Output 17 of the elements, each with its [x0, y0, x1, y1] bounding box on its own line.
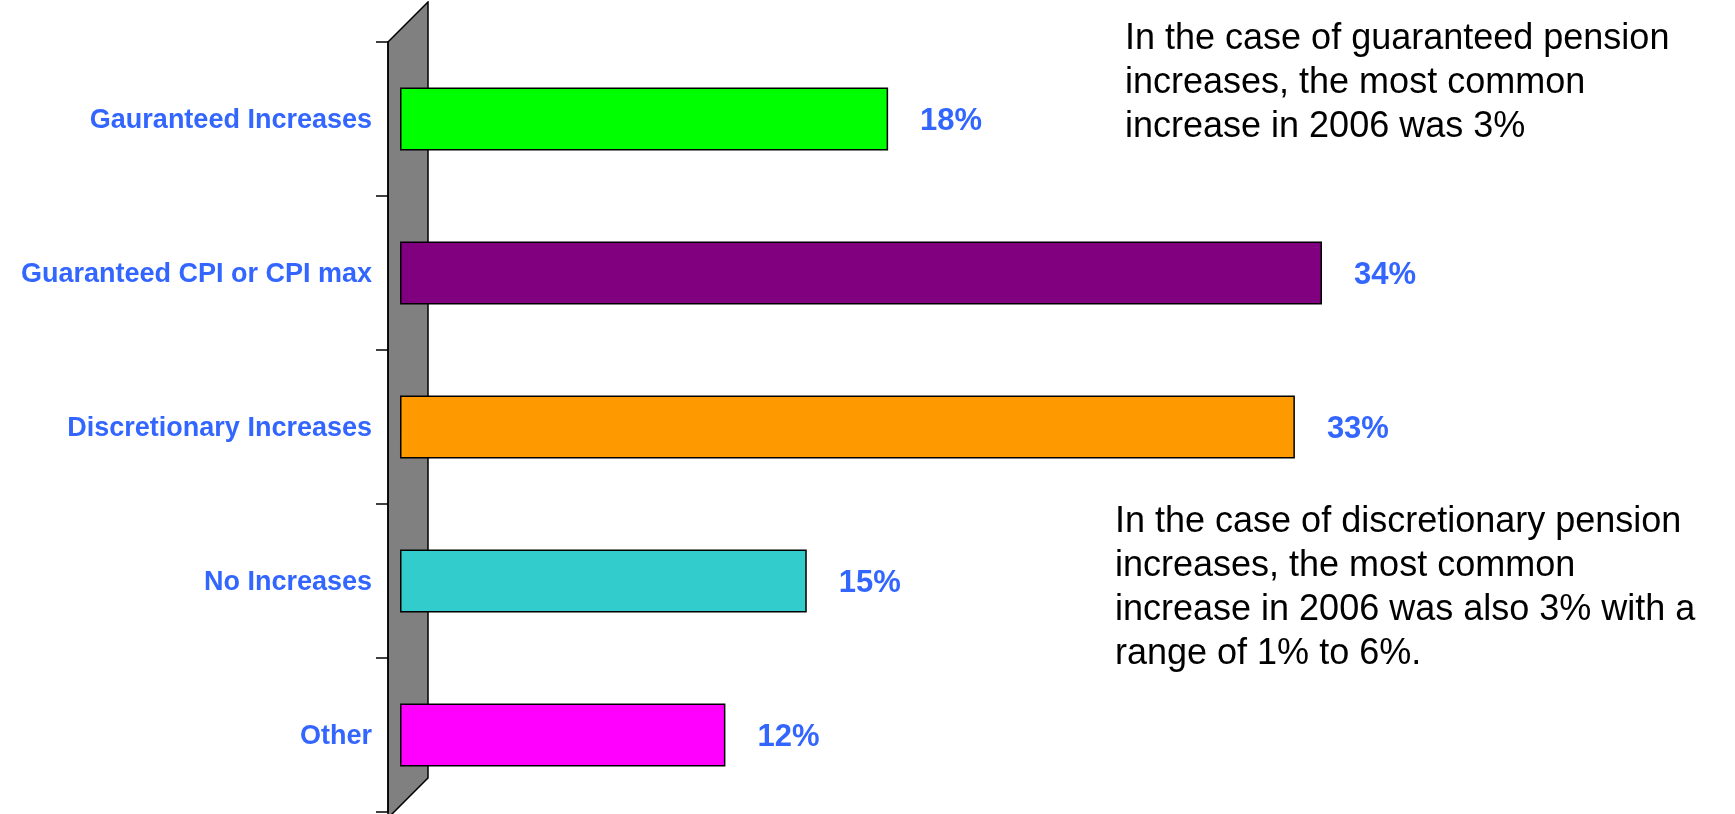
annotation: In the case of guaranteed pension increases, the most common increase in 2006 was 3% [1125, 15, 1670, 145]
y-tick-label: Gauranteed Increases [89, 104, 372, 134]
data-label: 18% [920, 101, 983, 137]
data-label: 12% [757, 717, 820, 753]
data-label: 34% [1354, 255, 1417, 291]
bar [400, 549, 807, 613]
y-tick-label: Other [299, 720, 373, 750]
bar [400, 703, 726, 767]
bar [400, 395, 1295, 459]
annotation: In the case of discretionary pension increases, the most common increase in 2006 was also 3% with a range of 1% to 6%. [1115, 498, 1697, 672]
y-tick-label: Guaranteed CPI or CPI max [20, 258, 372, 288]
y-tick-label: Discretionary Increases [67, 412, 372, 442]
data-label: 33% [1326, 409, 1389, 445]
y-tick-label: No Increases [203, 566, 372, 596]
bar [400, 87, 889, 151]
data-label: 15% [838, 563, 901, 599]
bar [400, 241, 1322, 305]
